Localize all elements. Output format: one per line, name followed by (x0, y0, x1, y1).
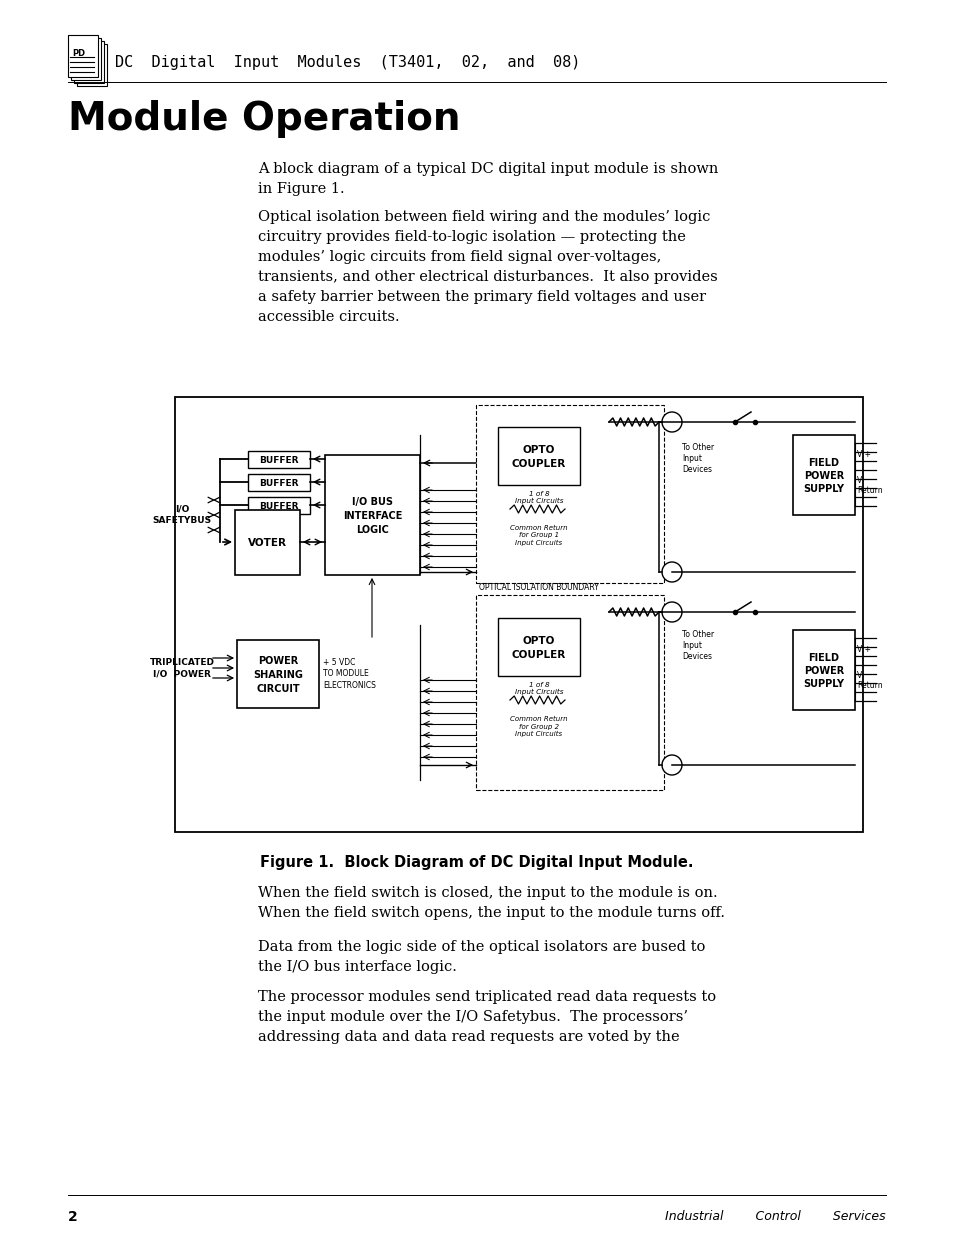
Text: POWER
SHARING
CIRCUIT: POWER SHARING CIRCUIT (253, 656, 303, 694)
Text: BUFFER: BUFFER (259, 501, 298, 511)
Text: I/O BUS
INTERFACE
LOGIC: I/O BUS INTERFACE LOGIC (342, 496, 402, 535)
Text: OPTO
COUPLER: OPTO COUPLER (512, 446, 565, 468)
Text: V
Return: V Return (856, 475, 882, 495)
Bar (248, 474, 310, 492)
Text: V +: V + (856, 645, 870, 655)
Bar (248, 496, 310, 514)
Text: When the field switch is closed, the input to the module is on.
When the field s: When the field switch is closed, the inp… (257, 885, 724, 920)
Text: The processor modules send triplicated read data requests to
the input module ov: The processor modules send triplicated r… (257, 990, 716, 1044)
Text: Industrial        Control        Services: Industrial Control Services (664, 1210, 885, 1223)
Text: 2: 2 (68, 1210, 77, 1224)
Bar (325, 454, 419, 576)
Text: OPTO
COUPLER: OPTO COUPLER (512, 636, 565, 659)
Text: DC  Digital  Input  Modules  (T3401,  02,  and  08): DC Digital Input Modules (T3401, 02, and… (115, 56, 579, 70)
Bar (497, 618, 579, 676)
Bar (234, 510, 299, 576)
Text: A block diagram of a typical DC digital input module is shown
in Figure 1.: A block diagram of a typical DC digital … (257, 162, 718, 196)
Bar (476, 595, 663, 790)
Bar (68, 35, 98, 77)
Text: + 5 VDC
TO MODULE
ELECTRONICS: + 5 VDC TO MODULE ELECTRONICS (323, 658, 375, 690)
Bar (248, 451, 310, 468)
Text: To Other
Input
Devices: To Other Input Devices (681, 443, 714, 474)
Text: V
Return: V Return (856, 671, 882, 690)
Circle shape (661, 412, 681, 432)
Text: PD: PD (71, 49, 85, 58)
Text: FIELD
POWER
SUPPLY: FIELD POWER SUPPLY (802, 458, 843, 494)
Text: Common Return
for Group 2
Input Circuits: Common Return for Group 2 Input Circuits (510, 716, 567, 737)
Text: 1 of 8
Input Circuits: 1 of 8 Input Circuits (515, 492, 562, 504)
Bar (236, 640, 318, 708)
Circle shape (661, 755, 681, 776)
Text: FIELD
POWER
SUPPLY: FIELD POWER SUPPLY (802, 653, 843, 689)
Bar (74, 41, 104, 83)
Text: OPTICAL ISOLATION BOUNDARY: OPTICAL ISOLATION BOUNDARY (478, 583, 598, 592)
Text: V +: V + (856, 450, 870, 459)
Bar (77, 44, 107, 86)
Circle shape (661, 562, 681, 582)
Text: Figure 1.  Block Diagram of DC Digital Input Module.: Figure 1. Block Diagram of DC Digital In… (260, 855, 693, 869)
Bar (497, 427, 579, 485)
Bar (792, 435, 854, 515)
Bar (792, 630, 854, 710)
Text: BUFFER: BUFFER (259, 456, 298, 466)
Circle shape (661, 601, 681, 622)
Text: 1 of 8
Input Circuits: 1 of 8 Input Circuits (515, 682, 562, 695)
Text: I/O
SAFETYBUS: I/O SAFETYBUS (152, 505, 212, 525)
Text: Optical isolation between field wiring and the modules’ logic
circuitry provides: Optical isolation between field wiring a… (257, 210, 717, 325)
Text: VOTER: VOTER (248, 538, 287, 548)
Text: To Other
Input
Devices: To Other Input Devices (681, 630, 714, 661)
Text: BUFFER: BUFFER (259, 479, 298, 488)
Text: Module Operation: Module Operation (68, 100, 460, 138)
Bar (476, 405, 663, 583)
Text: TRIPLICATED
I/O  POWER: TRIPLICATED I/O POWER (150, 658, 214, 678)
Bar (174, 396, 862, 832)
Bar (71, 38, 101, 80)
Text: Data from the logic side of the optical isolators are bused to
the I/O bus inter: Data from the logic side of the optical … (257, 940, 704, 974)
Text: Common Return
for Group 1
Input Circuits: Common Return for Group 1 Input Circuits (510, 525, 567, 546)
